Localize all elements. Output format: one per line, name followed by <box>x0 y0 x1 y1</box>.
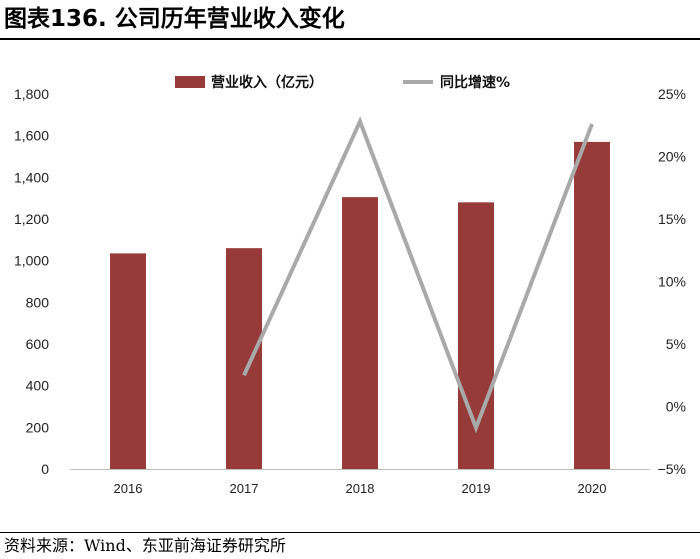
right-tick-label: 15% <box>658 211 686 227</box>
right-tick-label: 25% <box>658 86 686 102</box>
revenue-bar-2018 <box>342 197 378 469</box>
right-tick-label: 0% <box>666 399 686 415</box>
bar-series <box>110 141 610 470</box>
left-tick-label: 600 <box>26 336 50 352</box>
source-divider <box>0 532 700 533</box>
left-axis: 0 200 400 600 800 1,000 1,200 1,400 1,600 1,800 <box>14 86 49 477</box>
left-tick-label: 1,600 <box>14 128 49 144</box>
right-tick-label: 10% <box>658 274 686 290</box>
left-tick-label: 1,000 <box>14 253 49 269</box>
revenue-bar-2020 <box>574 141 610 469</box>
legend-bar-label: 营业收入（亿元） <box>211 74 323 91</box>
left-tick-label: 400 <box>26 378 50 394</box>
revenue-bar-2017 <box>226 248 262 469</box>
x-tick-label: 2018 <box>346 481 375 496</box>
right-tick-label: 5% <box>666 336 686 352</box>
revenue-bar-2016 <box>110 253 146 469</box>
title-divider <box>0 38 700 40</box>
right-tick-label: −5% <box>658 461 686 477</box>
left-tick-label: 0 <box>41 461 49 477</box>
x-tick-label: 2020 <box>578 481 607 496</box>
x-tick-label: 2016 <box>114 481 143 496</box>
x-axis: 2016 2017 2018 2019 2020 <box>114 481 607 496</box>
x-tick-label: 2019 <box>462 481 491 496</box>
right-axis: −5% 0% 5% 10% 15% 20% 25% <box>658 86 686 477</box>
legend-line-label: 同比增速% <box>440 74 510 91</box>
legend-bar-swatch <box>175 76 205 88</box>
growth-rate-line <box>242 116 594 434</box>
left-tick-label: 1,200 <box>14 211 49 227</box>
legend: 营业收入（亿元） 同比增速% <box>175 74 510 91</box>
left-tick-label: 1,400 <box>14 169 49 185</box>
right-tick-label: 20% <box>658 149 686 165</box>
x-tick-label: 2017 <box>230 481 259 496</box>
left-tick-label: 200 <box>26 419 50 435</box>
source-note: 资料来源：Wind、东亚前海证券研究所 <box>4 536 286 555</box>
left-tick-label: 1,800 <box>14 86 49 102</box>
page-title: 图表136. 公司历年营业收入变化 <box>4 6 345 32</box>
left-tick-label: 800 <box>26 294 50 310</box>
revenue-chart: 营业收入（亿元） 同比增速% 0 200 400 600 800 1,000 1,200 1,… <box>14 74 686 496</box>
